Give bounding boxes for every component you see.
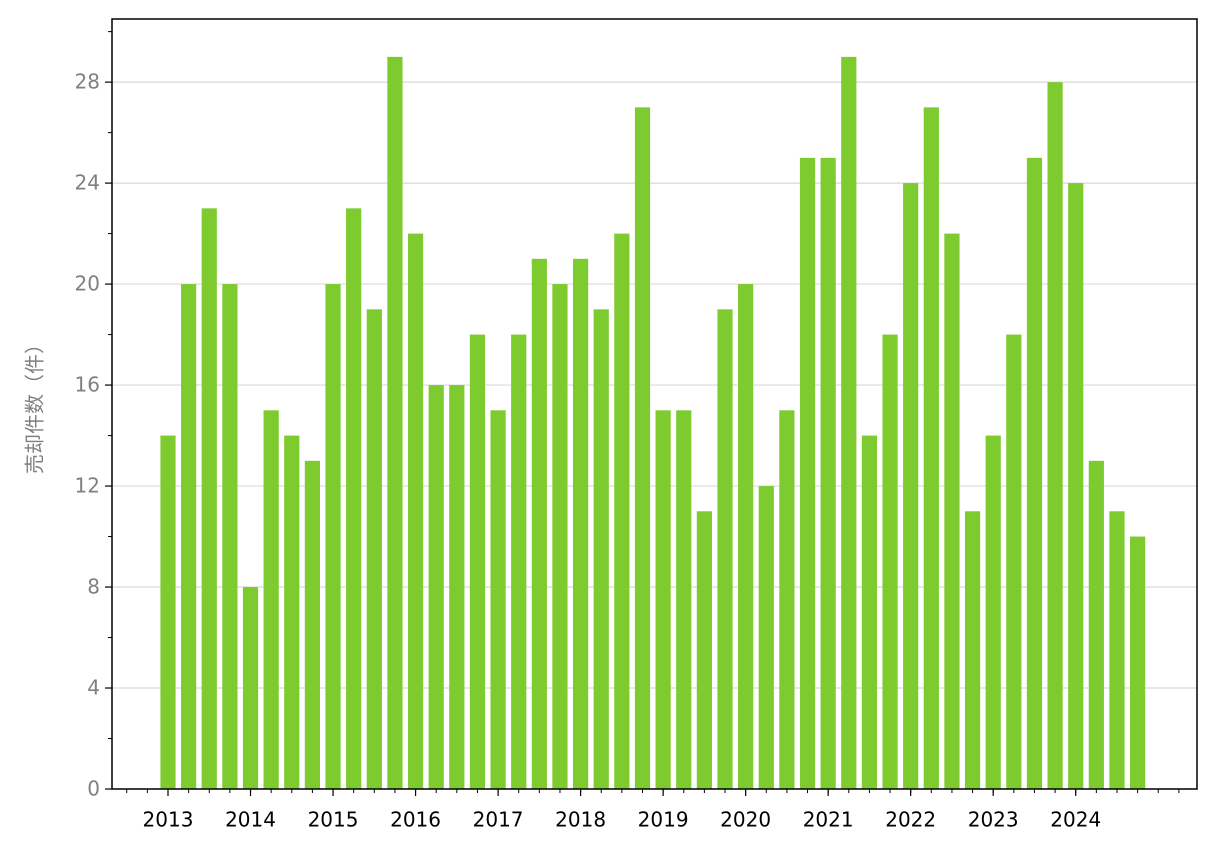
bar bbox=[820, 157, 836, 789]
bar bbox=[676, 410, 692, 789]
y-tick-label: 0 bbox=[87, 777, 100, 801]
bar bbox=[944, 233, 960, 790]
bar bbox=[717, 309, 733, 789]
bar bbox=[552, 284, 568, 789]
y-tick-label: 8 bbox=[87, 575, 100, 599]
bar bbox=[841, 56, 857, 790]
y-tick-label: 20 bbox=[75, 272, 100, 296]
bar bbox=[1088, 460, 1104, 789]
bar bbox=[903, 183, 919, 789]
bar bbox=[614, 233, 630, 790]
bar bbox=[779, 410, 795, 789]
bar bbox=[593, 309, 609, 789]
plot-frame bbox=[111, 18, 1198, 790]
y-tick-label: 12 bbox=[75, 474, 100, 498]
x-tick-label: 2019 bbox=[638, 808, 689, 832]
bar bbox=[1026, 157, 1043, 789]
bar bbox=[758, 486, 774, 789]
x-tick-label: 2017 bbox=[473, 808, 524, 832]
bar bbox=[407, 233, 424, 790]
bar bbox=[387, 56, 403, 790]
bar bbox=[1130, 536, 1146, 789]
x-tick-label: 2013 bbox=[143, 808, 194, 832]
bar bbox=[490, 410, 506, 789]
bar bbox=[222, 284, 238, 789]
y-axis-label: 売却件数（件） bbox=[23, 334, 47, 474]
x-tick-label: 2018 bbox=[555, 808, 606, 832]
bar bbox=[1068, 183, 1084, 789]
bar bbox=[242, 587, 259, 789]
bar bbox=[511, 334, 527, 789]
bar bbox=[861, 435, 878, 789]
x-tick-label: 2021 bbox=[803, 808, 854, 832]
x-tick-label: 2024 bbox=[1050, 808, 1101, 832]
bar bbox=[655, 410, 671, 789]
bar bbox=[964, 511, 981, 789]
bar bbox=[366, 309, 382, 789]
bar bbox=[531, 258, 547, 789]
bar bbox=[181, 284, 197, 789]
bar bbox=[696, 511, 712, 789]
bar bbox=[799, 157, 816, 789]
y-tick-label: 24 bbox=[75, 171, 100, 195]
bar bbox=[1047, 82, 1063, 790]
y-tick-label: 16 bbox=[75, 373, 100, 397]
bar bbox=[428, 385, 444, 789]
bar bbox=[1109, 511, 1125, 789]
y-tick-label: 4 bbox=[87, 676, 100, 700]
bar bbox=[201, 208, 217, 790]
x-tick-label: 2015 bbox=[308, 808, 359, 832]
bar bbox=[985, 435, 1001, 789]
x-tick-label: 2014 bbox=[225, 808, 276, 832]
bar bbox=[449, 385, 465, 789]
bar bbox=[738, 284, 754, 789]
bar bbox=[469, 334, 486, 789]
x-tick-label: 2022 bbox=[885, 808, 936, 832]
bar bbox=[325, 284, 341, 789]
x-tick-label: 2023 bbox=[968, 808, 1019, 832]
y-tick-label: 28 bbox=[75, 70, 100, 94]
bar bbox=[160, 435, 176, 789]
bar bbox=[263, 410, 279, 789]
bar bbox=[634, 107, 651, 789]
bar bbox=[284, 435, 300, 789]
x-tick-label: 2016 bbox=[390, 808, 441, 832]
bar bbox=[882, 334, 898, 789]
bar bbox=[304, 460, 321, 789]
bar bbox=[346, 208, 362, 790]
x-tick-label: 2020 bbox=[720, 808, 771, 832]
bar bbox=[1006, 334, 1022, 789]
bar bbox=[573, 258, 589, 789]
bar bbox=[923, 107, 939, 789]
